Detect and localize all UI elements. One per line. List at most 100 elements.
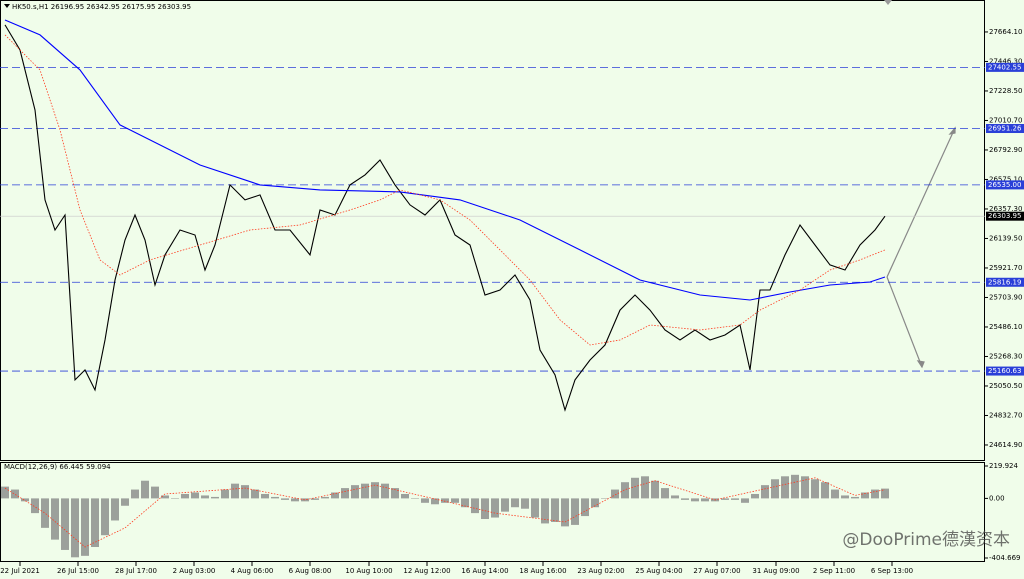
macd-bar (21, 498, 29, 502)
x-tick-label: 2 Aug 03:00 (173, 567, 216, 575)
macd-bar (821, 482, 829, 499)
macd-panel (0, 462, 985, 562)
macd-bar (881, 488, 889, 499)
macd-bar (91, 498, 99, 548)
macd-bar (591, 498, 599, 508)
macd-bar (451, 498, 459, 503)
level-box (986, 277, 1024, 287)
macd-bar (461, 498, 469, 508)
y-tick-label: 27228.50 (989, 87, 1022, 95)
macd-bar (401, 493, 409, 499)
y-tick-label: 26139.50 (989, 234, 1022, 242)
macd-bar (511, 498, 519, 508)
y-tick-label: 25703.90 (989, 293, 1022, 301)
level-box (986, 124, 1024, 134)
macd-bar (791, 474, 799, 499)
level-box (986, 366, 1024, 376)
macd-bar (271, 496, 279, 499)
macd-bar (681, 498, 689, 500)
price-line (4, 19, 886, 301)
x-tick-label: 27 Aug 07:00 (693, 567, 740, 575)
arrows (886, 126, 956, 369)
macd-bar (331, 492, 339, 499)
y-tick-label: 26575.10 (989, 175, 1022, 183)
macd-bar (261, 493, 269, 499)
macd-bar (721, 498, 729, 500)
macd-bar (411, 498, 419, 499)
macd-bar (61, 498, 69, 550)
y-tick-label: 27446.30 (989, 57, 1022, 65)
macd-bar (541, 498, 549, 524)
macd-bar (441, 498, 449, 503)
macd-bar (221, 489, 229, 499)
macd-bar (611, 489, 619, 499)
x-tick-label: 26 Jul 15:00 (57, 567, 99, 575)
macd-bar (651, 480, 659, 499)
y-tick-label: 25050.50 (989, 382, 1022, 390)
macd-bar (481, 498, 489, 520)
macd-bar (71, 498, 79, 558)
macd-bar (671, 495, 679, 499)
macd-bar (801, 476, 809, 499)
macd-bar (701, 498, 709, 502)
x-tick-label: 16 Aug 14:00 (461, 567, 508, 575)
macd-bar (1, 486, 9, 499)
x-tick-label: 12 Aug 12:00 (403, 567, 450, 575)
macd-bar (761, 485, 769, 499)
macd-bar (281, 498, 289, 500)
macd-bar (301, 498, 309, 502)
macd-bar (631, 477, 639, 499)
x-tick-label: 18 Aug 16:00 (519, 567, 566, 575)
chart-title: HK50.s,H1 26196.95 26342.95 26175.95 263… (12, 3, 191, 11)
y-tick-label: 27664.10 (989, 28, 1022, 36)
macd-bar (471, 498, 479, 514)
macd-bar (861, 492, 869, 499)
level-label: 27402.55 (988, 63, 1021, 71)
macd-bar (131, 489, 139, 499)
macd-bar (141, 480, 149, 499)
macd-bar (381, 483, 389, 499)
level-box (986, 180, 1024, 190)
price-line (4, 24, 886, 412)
macd-bar (621, 482, 629, 499)
x-tick-label: 6 Aug 08:00 (289, 567, 332, 575)
macd-bar (341, 488, 349, 499)
last-price-box (986, 211, 1024, 221)
level-label: 26951.26 (988, 125, 1022, 133)
x-tick-label: 6 Sep 13:00 (871, 567, 913, 575)
macd-bar (361, 483, 369, 499)
macd-bar (781, 476, 789, 499)
level-label: 26535.00 (988, 181, 1021, 189)
level-label: 25816.19 (988, 278, 1021, 286)
macd-bar (581, 498, 589, 517)
y-tick-label: 26792.90 (989, 146, 1022, 154)
macd-bar (521, 498, 529, 509)
macd-bar (641, 476, 649, 499)
x-tick-label: 28 Jul 17:00 (115, 567, 157, 575)
price-line (4, 34, 886, 346)
last-price-label: 26303.95 (988, 212, 1021, 220)
x-tick-label: 22 Jul 2021 (0, 567, 40, 575)
macd-bar (501, 498, 509, 512)
macd-title: MACD(12,26,9) 66.445 59.094 (4, 463, 111, 471)
macd-bar (771, 479, 779, 499)
y-tick-label: 0.00 (989, 494, 1005, 502)
x-tick-label: 4 Aug 06:00 (231, 567, 274, 575)
macd-bar (321, 496, 329, 499)
macd-bar (201, 495, 209, 499)
macd-bar (151, 486, 159, 499)
macd-bar (161, 495, 169, 499)
macd-bar (551, 498, 559, 522)
macd-bar (601, 498, 609, 499)
macd-bar (241, 485, 249, 499)
macd-bar (561, 498, 569, 527)
macd-bar (291, 498, 299, 502)
main-panel (0, 0, 985, 461)
y-tick-label: 25268.30 (989, 352, 1022, 360)
macd-bar (571, 498, 579, 525)
macd-bar (41, 498, 49, 528)
macd-bar (31, 498, 39, 514)
macd-bar (851, 496, 859, 499)
